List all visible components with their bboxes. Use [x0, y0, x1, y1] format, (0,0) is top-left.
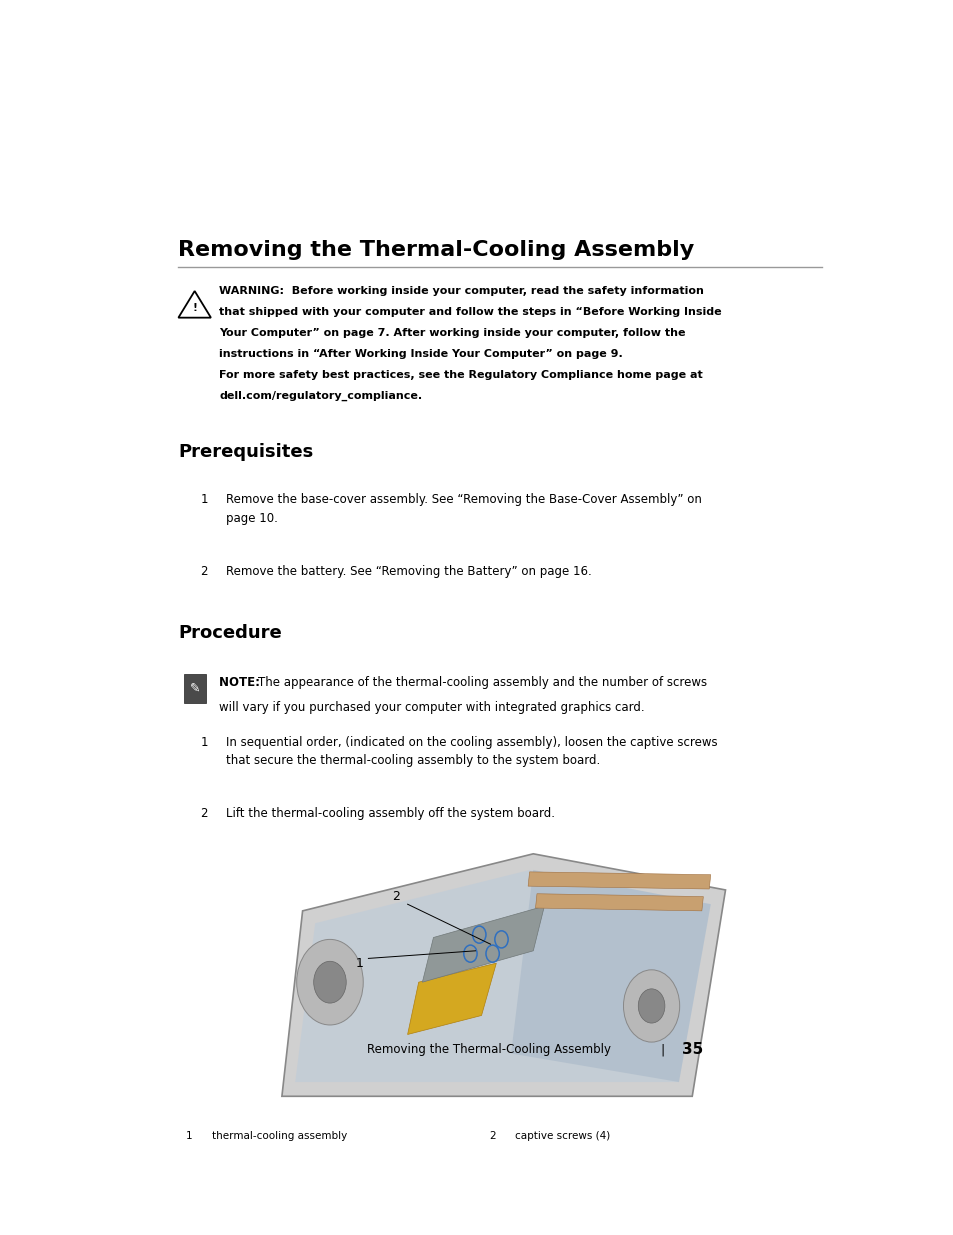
Text: Removing the Thermal-Cooling Assembly: Removing the Thermal-Cooling Assembly: [178, 241, 694, 261]
Text: 2: 2: [200, 564, 208, 578]
Text: instructions in “After Working Inside Your Computer” on page 9.: instructions in “After Working Inside Yo…: [219, 348, 622, 359]
Text: 35: 35: [680, 1042, 702, 1057]
Text: ✎: ✎: [190, 682, 200, 695]
Text: dell.com/regulatory_compliance.: dell.com/regulatory_compliance.: [219, 390, 422, 401]
Text: that shipped with your computer and follow the steps in “Before Working Inside: that shipped with your computer and foll…: [219, 308, 720, 317]
Text: 1: 1: [186, 1131, 193, 1141]
Text: The appearance of the thermal-cooling assembly and the number of screws: The appearance of the thermal-cooling as…: [257, 676, 706, 689]
Circle shape: [623, 969, 679, 1042]
Polygon shape: [535, 894, 702, 911]
Polygon shape: [282, 853, 724, 1097]
Polygon shape: [511, 869, 710, 1082]
Polygon shape: [422, 906, 544, 982]
Text: Procedure: Procedure: [178, 624, 282, 642]
Text: Lift the thermal-cooling assembly off the system board.: Lift the thermal-cooling assembly off th…: [226, 808, 555, 820]
Text: Remove the battery. See “Removing the Battery” on page 16.: Remove the battery. See “Removing the Ba…: [226, 564, 592, 578]
Text: WARNING:  Before working inside your computer, read the safety information: WARNING: Before working inside your comp…: [219, 287, 703, 296]
Circle shape: [314, 961, 346, 1003]
Text: will vary if you purchased your computer with integrated graphics card.: will vary if you purchased your computer…: [219, 700, 644, 714]
Polygon shape: [294, 869, 710, 1082]
Text: captive screws (4): captive screws (4): [515, 1131, 609, 1141]
Text: In sequential order, (indicated on the cooling assembly), loosen the captive scr: In sequential order, (indicated on the c…: [226, 736, 718, 767]
Text: 1: 1: [200, 494, 208, 506]
Polygon shape: [528, 872, 710, 889]
Text: Removing the Thermal-Cooling Assembly: Removing the Thermal-Cooling Assembly: [367, 1044, 610, 1056]
Text: 2: 2: [200, 808, 208, 820]
Text: |: |: [659, 1044, 664, 1056]
Text: !: !: [192, 304, 197, 314]
Text: thermal-cooling assembly: thermal-cooling assembly: [212, 1131, 347, 1141]
Text: 1: 1: [355, 957, 363, 969]
Text: For more safety best practices, see the Regulatory Compliance home page at: For more safety best practices, see the …: [219, 369, 702, 380]
Circle shape: [296, 940, 363, 1025]
Circle shape: [638, 989, 664, 1023]
Text: Prerequisites: Prerequisites: [178, 443, 314, 461]
Polygon shape: [407, 963, 496, 1035]
Text: 2: 2: [392, 890, 400, 903]
Text: 2: 2: [488, 1131, 495, 1141]
Text: Your Computer” on page 7. After working inside your computer, follow the: Your Computer” on page 7. After working …: [219, 329, 685, 338]
FancyBboxPatch shape: [183, 674, 206, 703]
Text: NOTE:: NOTE:: [219, 676, 264, 689]
Text: 1: 1: [200, 736, 208, 748]
Text: Remove the base-cover assembly. See “Removing the Base-Cover Assembly” on
page 1: Remove the base-cover assembly. See “Rem…: [226, 494, 701, 525]
